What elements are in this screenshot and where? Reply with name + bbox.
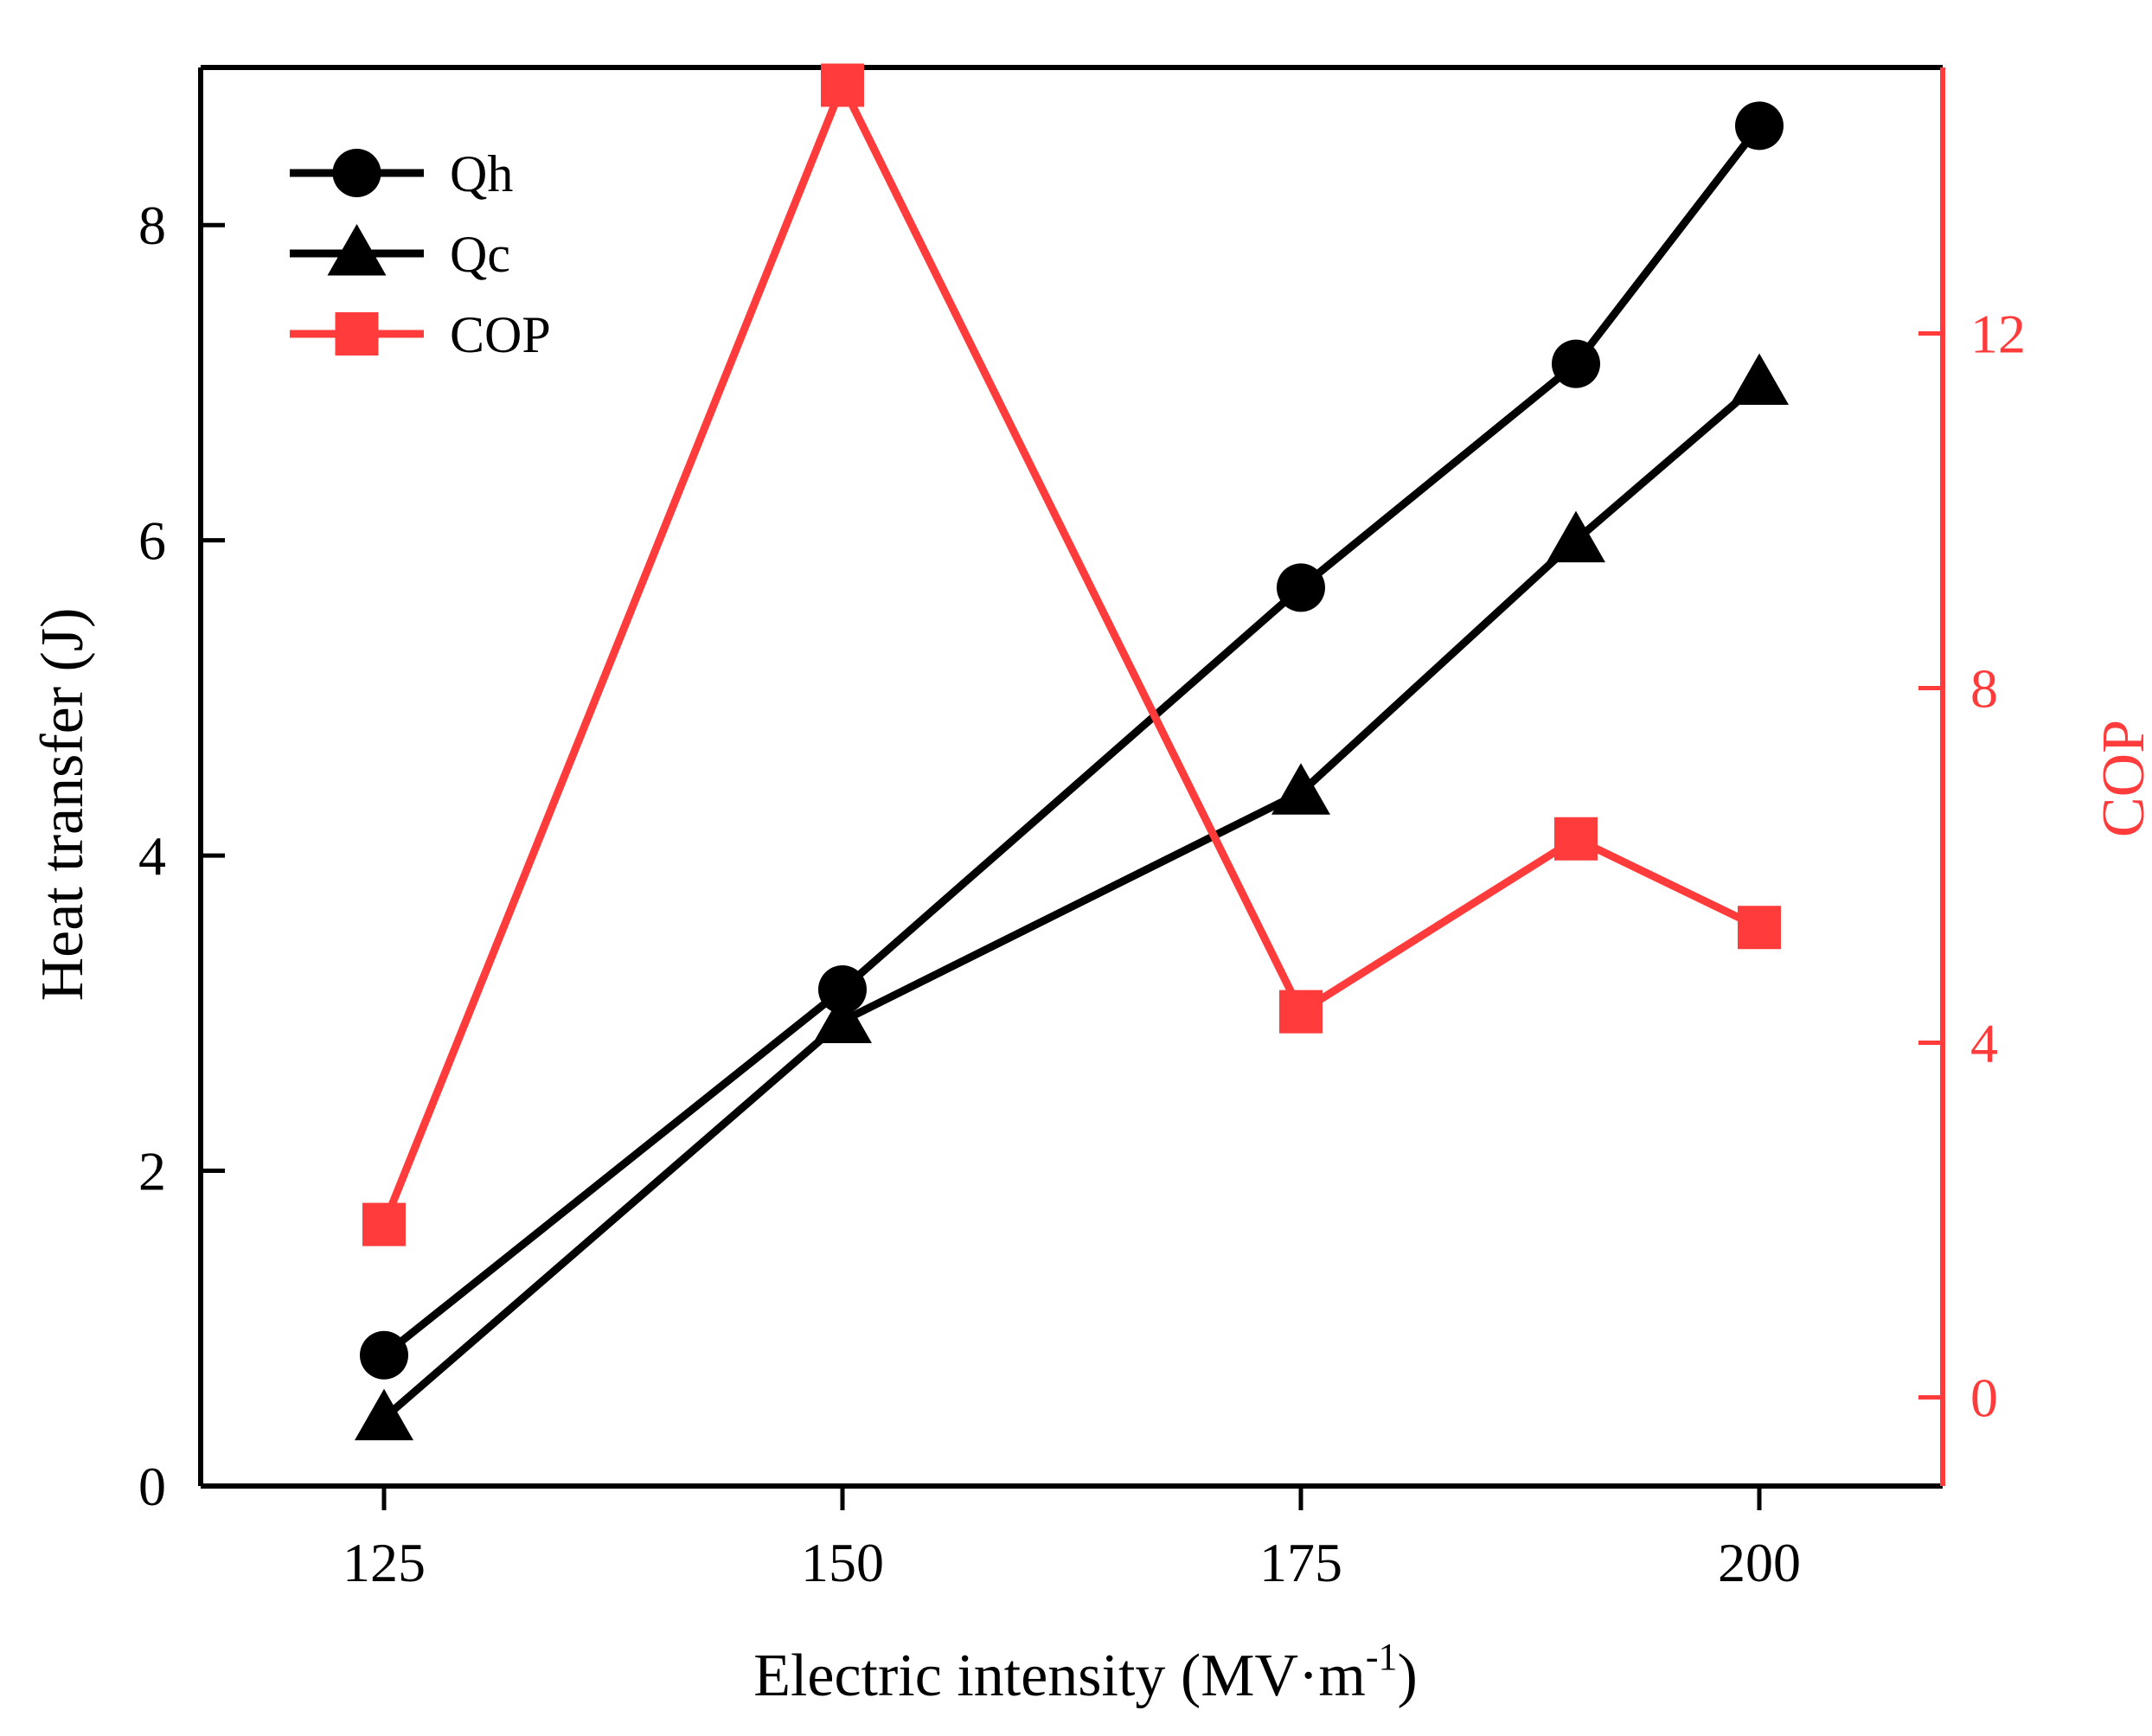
series-qh-point [818, 965, 867, 1014]
legend-marker-cop [335, 312, 379, 356]
x-tick-label: 125 [343, 1532, 426, 1593]
series-qh-point [1552, 339, 1600, 388]
y-right-tick-label: 0 [1970, 1368, 1998, 1429]
x-tick-label: 150 [801, 1532, 884, 1593]
series-cop-point [1279, 990, 1323, 1034]
series-qc-line [381, 380, 1762, 1422]
series-qh-point [1735, 101, 1784, 151]
series-qc-point [1271, 763, 1330, 815]
series-cop-line [380, 75, 1761, 1227]
x-axis-title: Electric intensity (MV·m-1) [753, 1636, 1418, 1709]
y-axis-left-title: Heat transfer (J) [29, 608, 96, 1002]
series-qc-point [813, 991, 872, 1043]
x-tick-label: 200 [1718, 1532, 1801, 1593]
series-qc-point [1547, 510, 1605, 563]
legend-marker-qc [327, 224, 387, 276]
legend-item-qh: Qh [290, 145, 513, 202]
series-qh-line [381, 123, 1763, 1359]
y-right-tick-label: 8 [1970, 658, 1998, 720]
legend-item-qc: Qc [290, 224, 510, 283]
legend-label-cop: COP [450, 306, 551, 363]
series-cop [362, 63, 1781, 1246]
series-qh-point [1277, 563, 1325, 612]
series-qc [355, 353, 1789, 1441]
series-qc-point [1730, 353, 1789, 405]
legend-marker-qh [332, 149, 381, 197]
y-left-tick-label: 6 [138, 510, 166, 572]
x-axis-unit-superscript: -1 [1366, 1636, 1398, 1678]
y-right-tick-label: 4 [1970, 1013, 1998, 1074]
legend-item-cop: COP [290, 306, 551, 363]
x-axis-title-text: Electric intensity [753, 1643, 1165, 1709]
series-qh-point [360, 1330, 408, 1380]
series-cop-point [1738, 906, 1781, 950]
x-tick-label: 175 [1259, 1532, 1342, 1593]
y-left-tick-label: 8 [138, 195, 166, 256]
series-cop-point [821, 63, 864, 107]
y-left-tick-label: 0 [138, 1456, 166, 1517]
y-left-tick-label: 2 [138, 1141, 166, 1202]
y-right-tick-label: 12 [1970, 304, 2026, 365]
series-cop-point [1554, 817, 1598, 861]
series-qc-point [355, 1388, 413, 1441]
series-cop-point [362, 1202, 406, 1246]
x-axis-unit-close: ) [1397, 1643, 1417, 1709]
legend-label-qc: Qc [450, 226, 510, 283]
x-axis-unit-open: (MV·m [1181, 1643, 1366, 1709]
series-qh [360, 101, 1784, 1380]
y-axis-right-title: COP [2091, 720, 2152, 837]
legend-label-qh: Qh [450, 145, 513, 202]
y-left-tick-label: 4 [138, 825, 166, 887]
